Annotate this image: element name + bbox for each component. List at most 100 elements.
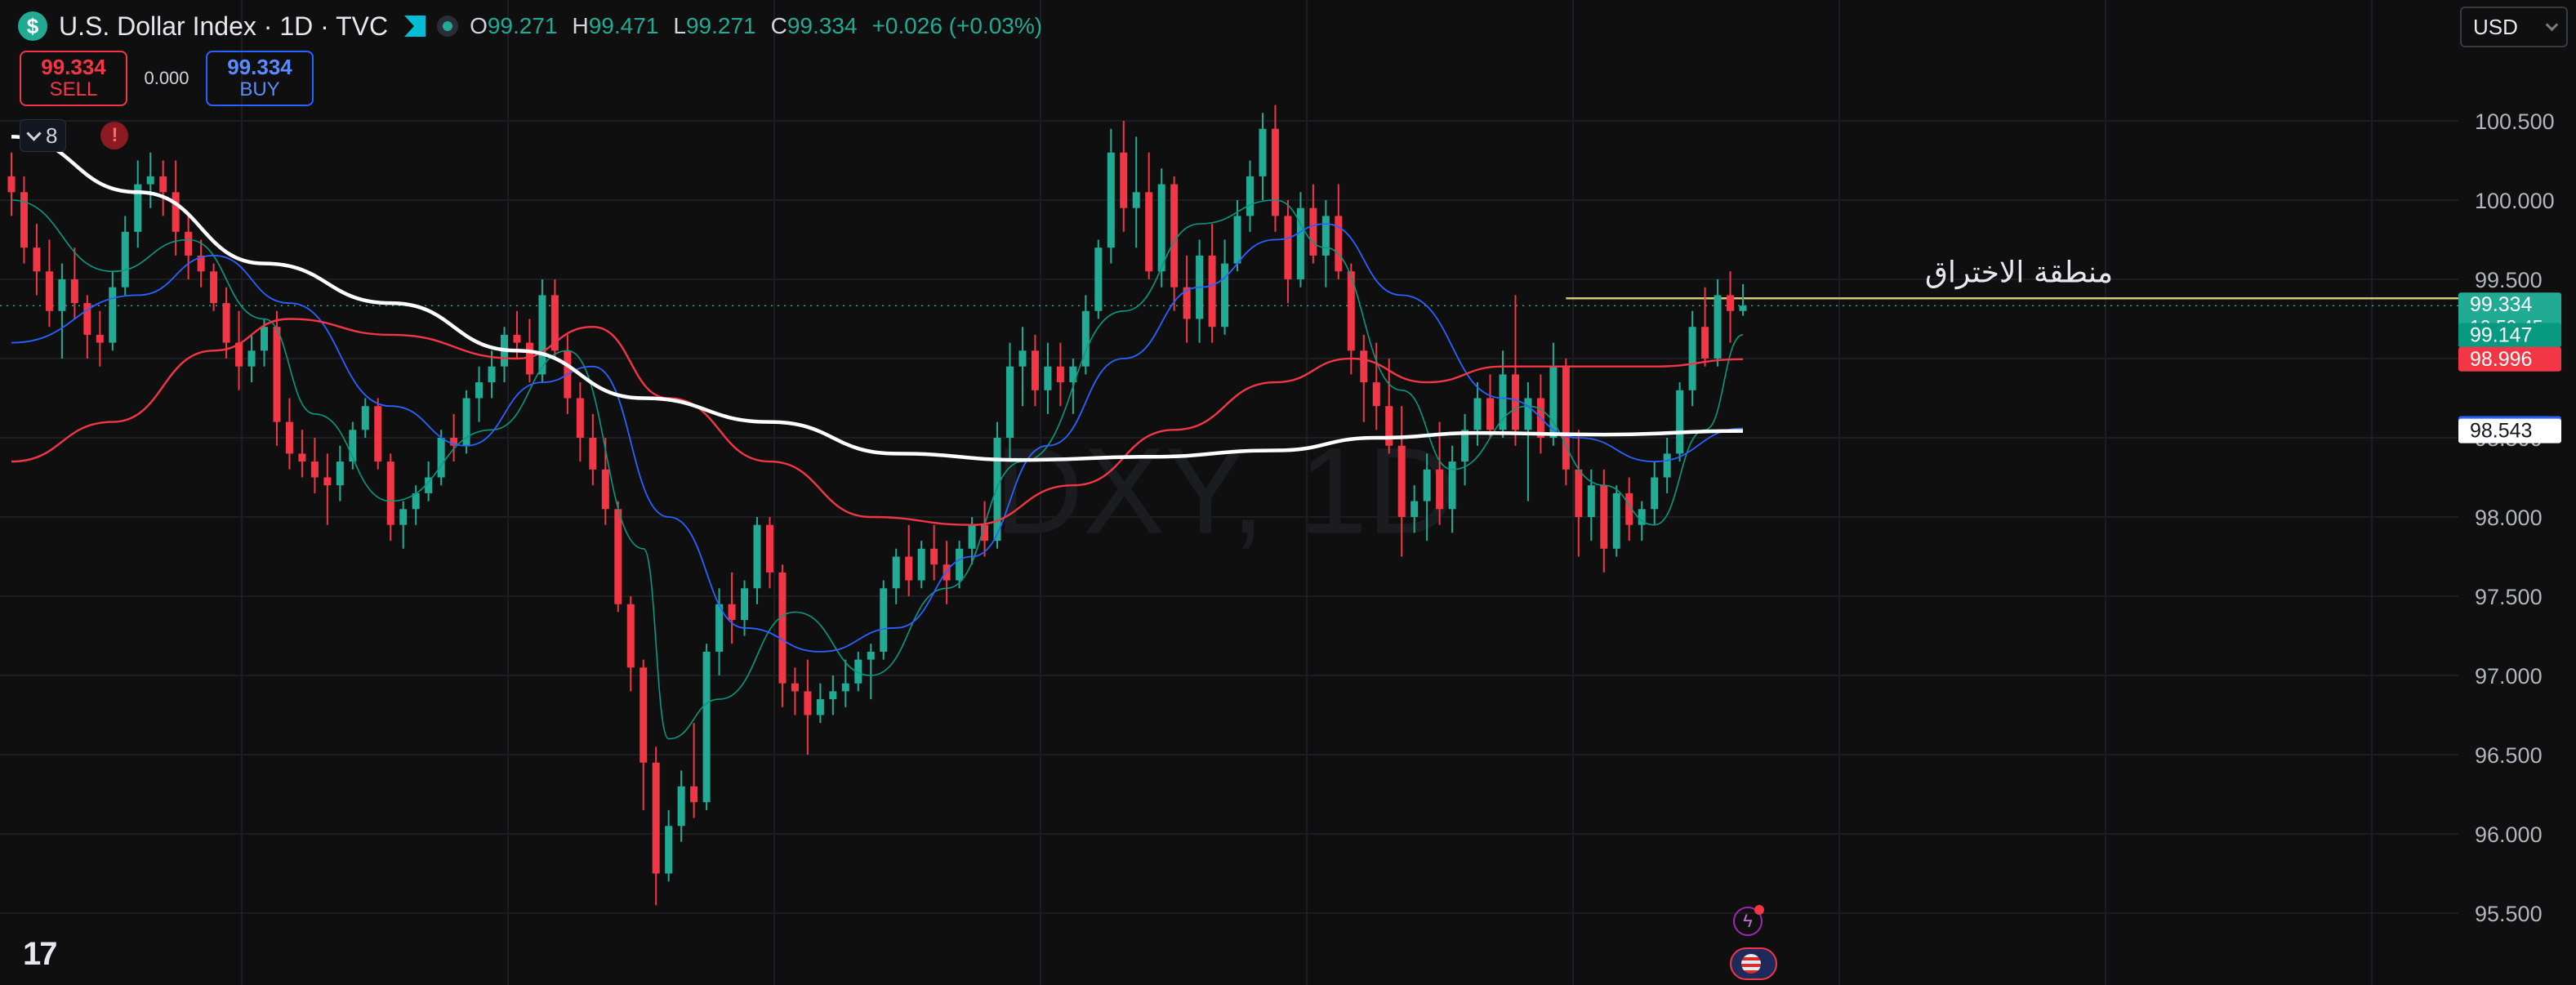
moving-average-line [11,318,1744,526]
candle [134,160,142,248]
buy-button[interactable]: 99.334 BUY [206,51,314,106]
price-label: 99.147 [2458,323,2561,348]
candle [298,430,306,478]
candle-body [652,762,660,874]
price-label-bg [2458,323,2561,348]
candle-body [235,342,243,367]
tradingview-logo-icon[interactable]: 17 [23,936,57,972]
candle-body [185,231,193,256]
candle [1132,136,1140,248]
candle-body [1120,152,1128,208]
candle-body [1562,366,1570,470]
candle [728,572,736,644]
candle [1575,430,1583,557]
candle-body [1461,430,1469,462]
candle-body [488,366,496,383]
candle-body [1132,192,1140,208]
price-tick-label: 99.500 [2475,268,2543,292]
candle [1436,421,1444,525]
candle-body [45,271,53,311]
candle [930,524,938,581]
candle-body [1335,216,1343,272]
candle [1107,128,1115,264]
candle [386,453,394,542]
candle-body [1638,509,1646,525]
candle [1688,310,1696,407]
chart-watermark: DXY, 1D [995,421,1455,559]
lightning-icon[interactable]: ϟ [1733,905,1764,936]
price-tick-label: 100.500 [2475,109,2555,134]
candle-body [753,524,761,589]
candle-body [1183,287,1191,319]
candle-body [1688,327,1696,390]
candle [626,596,635,692]
candle-body [601,469,609,510]
candle [791,667,799,715]
candle-body [475,382,484,399]
candlesticks [7,105,1747,906]
price-axis[interactable]: 100.500100.00099.50099.00098.50098.00097… [2475,109,2555,926]
moving-average-line [11,135,1744,462]
candle-body [1031,350,1039,390]
candle-body [1372,382,1380,407]
candle-body [741,588,749,621]
candle-body [778,572,787,684]
candle [1005,342,1014,462]
candle-body [20,192,28,248]
candle-body [1448,461,1456,510]
candle-body [1271,128,1279,216]
candle [488,350,496,399]
currency-select[interactable]: USD [2460,7,2568,47]
us-flag-event-icon[interactable] [1730,947,1777,980]
candle [412,485,420,525]
candle-body [1005,366,1014,438]
candle [1120,121,1128,232]
candle [20,176,28,264]
candle [1511,295,1519,446]
candle-body [1145,192,1153,272]
candle-body [425,477,433,493]
candle [323,453,332,525]
candle-body [310,461,319,478]
candle [450,413,458,462]
candle-body [1625,492,1633,525]
candle-body [273,327,281,422]
candle [690,723,698,818]
candle-body [550,295,559,351]
candle-body [336,461,344,486]
ohlc-open: O99.271 [470,13,558,38]
candle-body [298,453,306,462]
ohlc-values: O99.271 H99.471 L99.271 C99.334 +0.026 (… [470,13,1042,39]
candle-body [260,327,268,351]
candle-body [1701,327,1709,359]
sell-button[interactable]: 99.334 SELL [20,51,127,106]
candle-body [702,651,711,803]
flag-icon[interactable] [404,16,426,37]
candle-body [854,659,862,684]
symbol-title[interactable]: U.S. Dollar Index · 1D · TVC [59,11,389,41]
candle-body [349,430,357,462]
price-tick-label: 96.500 [2475,743,2543,768]
indicators-toggle-button[interactable]: 8 [20,119,67,152]
candle [1183,255,1191,343]
warning-icon[interactable]: ! [100,122,129,149]
candle [1170,176,1179,311]
candle-body [70,279,78,304]
candle-body [640,667,648,763]
chevron-down-icon [26,125,42,141]
candle-body [1221,263,1229,328]
candle-body [867,651,875,660]
candle-body [1081,310,1090,367]
market-status-icon[interactable] [437,16,459,37]
candle [70,247,78,319]
candle-body [1600,485,1608,549]
moving-average-line [11,223,1744,653]
candle-body [791,683,799,692]
candle [285,398,293,470]
candle-body [880,588,888,652]
candle-body [33,247,41,272]
candle [1448,445,1456,533]
price-label-bg [2458,418,2561,443]
